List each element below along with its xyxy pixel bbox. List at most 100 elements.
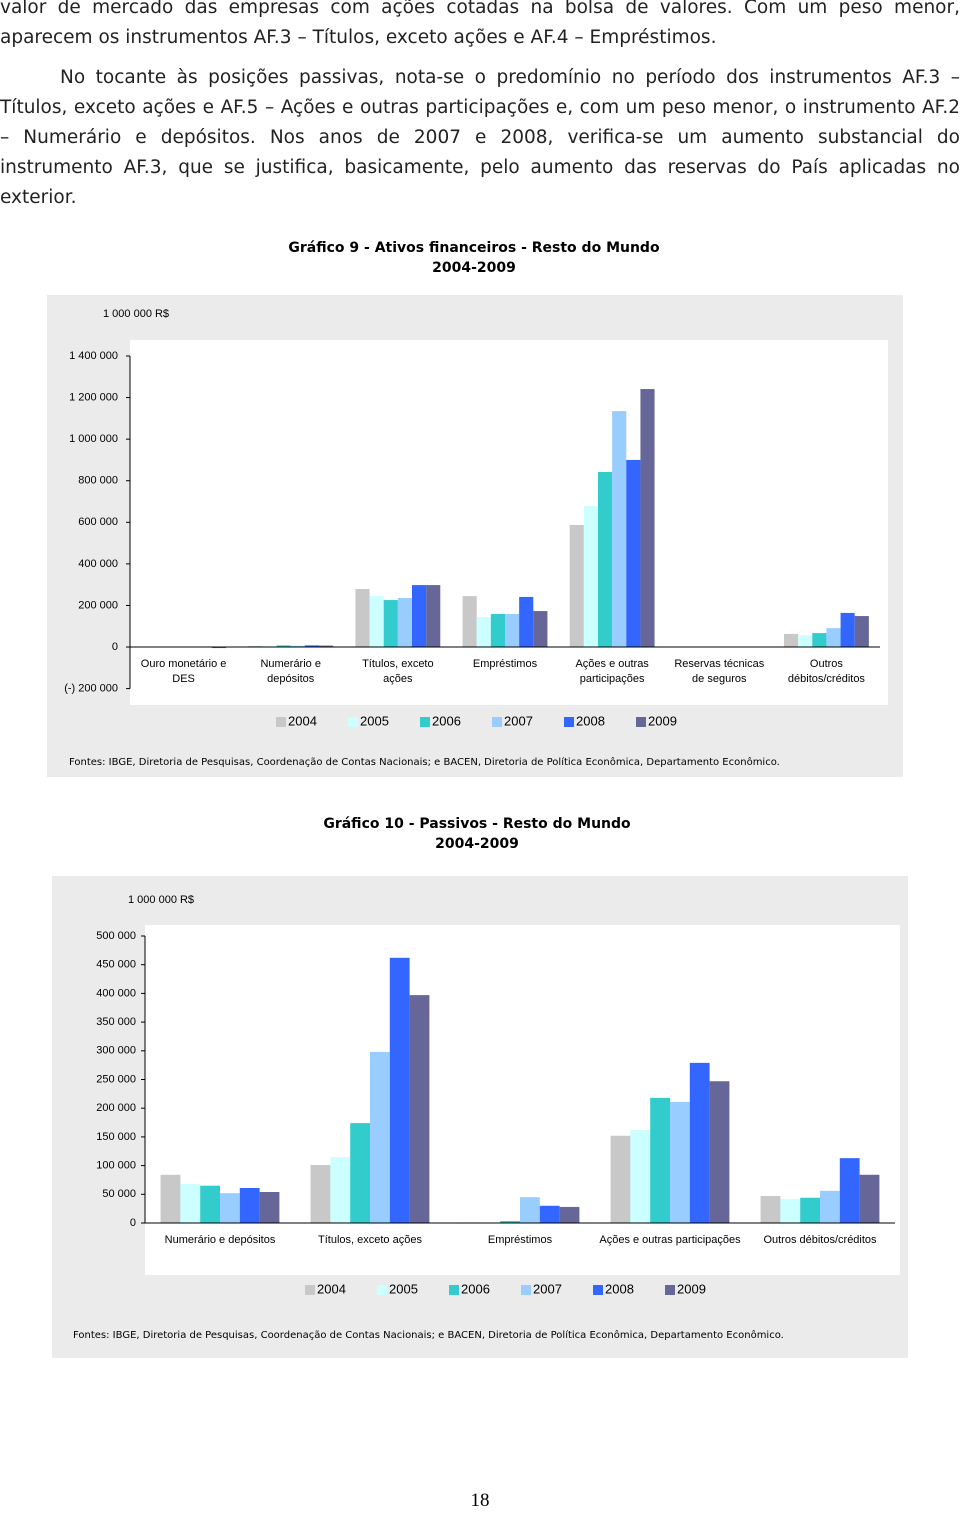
bar: [290, 645, 305, 648]
legend-label: 2006: [461, 1281, 490, 1296]
bar: [409, 995, 430, 1223]
x-tick-label: Ações e outras participações: [599, 1234, 741, 1246]
bar: [598, 471, 613, 648]
bar: [350, 1123, 370, 1223]
legend-swatch: [521, 1285, 531, 1295]
x-tick-label: Títulos, exceto ações: [362, 658, 434, 685]
y-tick-label: 100 000: [96, 1160, 136, 1172]
unit-label: 1 000 000 R$: [128, 894, 194, 906]
bar: [180, 1183, 201, 1223]
legend-swatch: [665, 1285, 675, 1295]
bar: [239, 1187, 260, 1223]
x-tick-label: Empréstimos: [487, 1234, 553, 1246]
legend-label: 2007: [533, 1281, 562, 1296]
legend-swatch: [348, 717, 358, 727]
y-tick-label: 250 000: [96, 1073, 136, 1085]
bar: [462, 596, 477, 648]
bar: [369, 596, 384, 648]
bar: [670, 1101, 690, 1223]
bar: [798, 634, 813, 648]
y-tick-label: 1 200 000: [69, 391, 118, 403]
y-tick-label: 200 000: [78, 599, 118, 611]
bar: [370, 1051, 390, 1223]
bar: [310, 1165, 331, 1223]
bar: [383, 600, 398, 648]
x-tick-label: Outros débitos/créditos: [763, 1234, 877, 1246]
bar: [630, 1130, 651, 1223]
bar: [500, 1220, 520, 1223]
bar: [800, 1197, 820, 1223]
chart-subtitle: 2004-2009: [432, 260, 516, 276]
legend-swatch: [449, 1285, 459, 1295]
bar: [826, 628, 841, 648]
bar: [709, 1081, 730, 1223]
legend-label: 2009: [677, 1281, 706, 1296]
y-tick-label: 400 000: [78, 558, 118, 570]
bar: [505, 613, 520, 648]
bar: [784, 633, 799, 648]
bar: [160, 1174, 181, 1223]
bar: [211, 647, 226, 649]
bar: [519, 596, 534, 648]
x-tick-label: Reservas técnicas de seguros: [674, 658, 765, 685]
bar: [640, 389, 655, 648]
legend-label: 2005: [360, 713, 389, 728]
legend-swatch: [492, 717, 502, 727]
y-tick-label: 1 000 000: [69, 433, 118, 445]
chart-subtitle: 2004-2009: [435, 836, 519, 852]
bar: [780, 1198, 801, 1223]
bar: [412, 585, 427, 648]
legend-label: 2007: [504, 713, 533, 728]
legend-label: 2004: [317, 1281, 346, 1296]
y-tick-label: (-) 200 000: [64, 683, 118, 695]
y-tick-label: 500 000: [96, 930, 136, 942]
x-tick-label: Ações e outras participações: [575, 658, 649, 685]
bar: [854, 616, 869, 648]
y-tick-label: 0: [112, 641, 118, 653]
bar: [220, 1193, 240, 1223]
legend-label: 2004: [288, 713, 317, 728]
bar: [397, 597, 412, 648]
bar: [610, 1135, 631, 1223]
bar: [259, 1192, 280, 1223]
bar: [569, 525, 584, 648]
bar: [820, 1190, 840, 1223]
legend-swatch: [636, 717, 646, 727]
y-tick-label: 300 000: [96, 1045, 136, 1057]
legend-swatch: [593, 1285, 603, 1295]
y-tick-label: 200 000: [96, 1102, 136, 1114]
y-tick-label: 0: [130, 1217, 136, 1229]
bar: [476, 617, 491, 648]
plot-area: [130, 340, 888, 705]
bar: [612, 411, 627, 648]
y-tick-label: 450 000: [96, 959, 136, 971]
legend-swatch: [564, 717, 574, 727]
bar: [248, 645, 263, 648]
source-note: Fontes: IBGE, Diretoria de Pesquisas, Co…: [69, 756, 780, 768]
x-tick-label: Empréstimos: [472, 658, 538, 670]
bar: [276, 645, 291, 648]
bar: [689, 1062, 710, 1223]
page-number: 18: [470, 1490, 490, 1511]
y-tick-label: 1 400 000: [69, 350, 118, 362]
bar: [650, 1097, 670, 1223]
source-note: Fontes: IBGE, Diretoria de Pesquisas, Co…: [73, 1329, 784, 1341]
bar: [355, 589, 370, 648]
legend-label: 2006: [432, 713, 461, 728]
chart-title: Gráfico 10 - Passivos - Resto do Mundo: [323, 816, 631, 832]
legend-swatch: [305, 1285, 315, 1295]
body-text: valor de mercado das empresas com ações …: [0, 0, 960, 223]
paragraph: No tocante às posições passivas, nota-se…: [0, 67, 960, 208]
bar: [626, 459, 641, 648]
bar: [304, 645, 319, 648]
y-tick-label: 50 000: [102, 1188, 136, 1200]
legend-label: 2005: [389, 1281, 418, 1296]
y-tick-label: 400 000: [96, 987, 136, 999]
bar: [389, 957, 410, 1223]
bar: [583, 506, 598, 648]
bar: [533, 611, 548, 648]
y-tick-label: 600 000: [78, 516, 118, 528]
y-tick-label: 350 000: [96, 1016, 136, 1028]
